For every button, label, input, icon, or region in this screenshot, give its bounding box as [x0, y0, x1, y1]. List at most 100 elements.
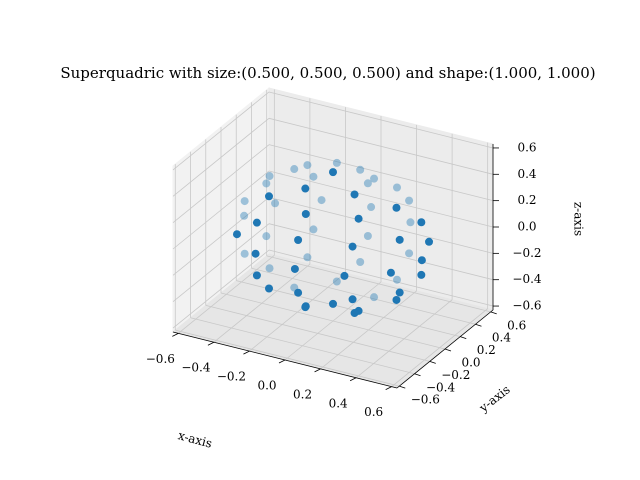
grid-line [205, 304, 430, 362]
grid-line [268, 223, 494, 281]
point [405, 249, 414, 258]
tick-mark [490, 311, 497, 315]
x-tick-label: 0.4 [329, 396, 348, 410]
y-tick-label: −0.2 [441, 368, 470, 382]
grid-line [268, 196, 494, 254]
point [240, 211, 249, 220]
point [354, 214, 363, 223]
point [262, 232, 271, 241]
point [265, 172, 274, 181]
grid-line [172, 144, 270, 223]
grid-line [172, 223, 270, 303]
point [265, 264, 274, 273]
tick-mark [349, 377, 357, 382]
point [329, 299, 337, 308]
point [252, 271, 261, 280]
point [393, 275, 401, 284]
point [417, 256, 426, 265]
point [392, 295, 401, 304]
axis-line [172, 331, 398, 389]
grid-line [175, 329, 400, 387]
point [425, 237, 434, 246]
tick-mark [444, 348, 452, 352]
grid-line [172, 197, 270, 276]
y-axis-label: y-axis [476, 382, 513, 415]
z-tick-label: 0.2 [517, 193, 536, 207]
point [301, 184, 310, 193]
point [303, 253, 312, 262]
point [265, 192, 273, 201]
point [265, 284, 273, 293]
grid-line [172, 117, 270, 197]
grid-line [268, 170, 494, 228]
point [417, 218, 426, 227]
point [395, 235, 404, 244]
tick-mark [278, 359, 286, 364]
point [251, 249, 260, 258]
point [232, 230, 241, 239]
point [262, 179, 271, 188]
point [309, 172, 318, 181]
x-tick-label: 0.2 [293, 387, 312, 401]
x-tick-label: 0.0 [257, 379, 276, 393]
point [301, 303, 310, 312]
grid-line [172, 170, 270, 250]
tick-mark [399, 385, 406, 389]
x-tick-label: −0.2 [217, 370, 246, 384]
point [317, 196, 326, 205]
grid-line [236, 280, 461, 338]
y-tick-label: −0.4 [426, 380, 456, 394]
point [406, 218, 415, 227]
grid-line [268, 144, 494, 202]
x-tick-label: −0.6 [146, 352, 175, 366]
point [386, 268, 395, 277]
point [405, 196, 414, 205]
point [301, 209, 310, 218]
point [252, 218, 261, 227]
grid-line [172, 91, 270, 171]
grid-line [251, 267, 476, 325]
y-tick-label: 0.2 [477, 343, 496, 357]
point [367, 203, 376, 212]
x-tick-label: −0.4 [181, 361, 211, 375]
z-tick-label: −0.4 [512, 272, 542, 286]
point [332, 158, 341, 167]
z-tick-label: −0.2 [512, 246, 541, 260]
point [348, 295, 357, 304]
point [363, 231, 372, 240]
grid-line [190, 317, 415, 375]
point [392, 203, 401, 212]
y-tick-label: 0.0 [461, 356, 480, 370]
grid-line [268, 91, 494, 149]
tick-mark [460, 336, 467, 339]
tick-mark [172, 332, 179, 337]
point [240, 249, 249, 258]
tick-mark [429, 361, 436, 364]
y-tick-label: 0.4 [492, 331, 511, 345]
point [370, 293, 379, 302]
grid-line [268, 249, 494, 307]
point [294, 236, 303, 245]
tick-mark [314, 368, 321, 373]
grid-line [266, 255, 491, 313]
y-tick-label: −0.6 [411, 393, 440, 407]
axis-line [396, 309, 494, 389]
tick-mark [385, 386, 392, 391]
point [290, 283, 299, 292]
point [290, 165, 299, 174]
point [356, 165, 365, 174]
point [332, 277, 341, 286]
point [370, 174, 379, 183]
point [356, 258, 365, 267]
point [350, 309, 359, 318]
point [329, 168, 337, 177]
grid-line [220, 292, 446, 350]
grid-line [268, 117, 494, 175]
chart-title: Superquadric with size:(0.500, 0.500, 0.… [60, 64, 595, 82]
point [395, 288, 404, 297]
z-tick-label: −0.6 [512, 299, 541, 313]
point [271, 199, 280, 208]
point [348, 242, 357, 251]
x-axis-label: x-axis [177, 428, 214, 450]
